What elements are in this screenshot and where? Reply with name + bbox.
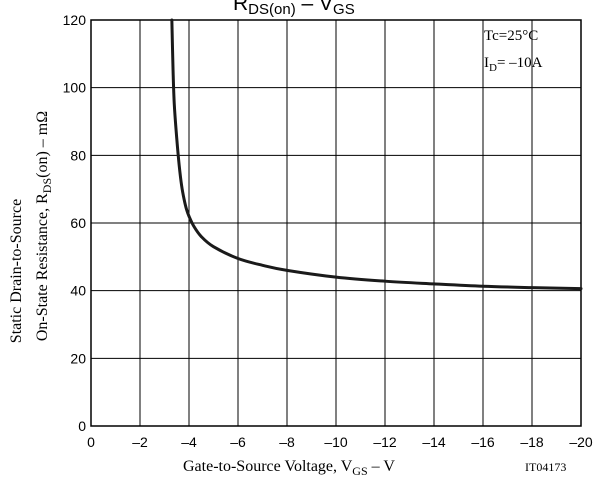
x-tick-label-2: –4 <box>181 434 197 450</box>
x-axis-label: Gate-to-Source Voltage, VGS – V <box>183 458 395 477</box>
x-tick-label-6: –12 <box>373 434 397 450</box>
y-tick-label-2: 40 <box>70 283 86 299</box>
figure-code: IT04173 <box>525 460 566 474</box>
y-tick-label-3: 60 <box>70 215 86 231</box>
x-tick-label-7: –14 <box>422 434 446 450</box>
x-tick-label-0: 0 <box>87 434 95 450</box>
y-tick-label-0: 0 <box>78 418 86 434</box>
x-tick-label-4: –8 <box>279 434 295 450</box>
grid <box>90 19 582 427</box>
chart-title: RDS(on) – VGS <box>233 0 355 18</box>
annotation-drain-current: ID= –10A <box>484 55 543 74</box>
x-tick-labels: 0 –2 –4 –6 –8 –10 –12 –14 –16 –18 –20 <box>87 434 593 450</box>
x-tick-label-8: –16 <box>471 434 495 450</box>
series-line-0 <box>170 18 583 291</box>
y-tick-label-1: 20 <box>70 350 86 366</box>
annotation-temperature: Tc=25°C <box>484 28 538 44</box>
y-tick-label-4: 80 <box>70 147 86 163</box>
x-tick-label-1: –2 <box>132 434 148 450</box>
plot-area <box>90 19 582 427</box>
y-tick-labels: 0 20 40 60 80 100 120 <box>63 12 87 434</box>
series-layer <box>170 18 583 291</box>
x-tick-label-10: –20 <box>569 434 593 450</box>
y-axis-label-line1: Static Drain-to-Source <box>8 199 25 343</box>
y-tick-label-5: 100 <box>63 80 87 96</box>
x-tick-label-9: –18 <box>520 434 544 450</box>
x-tick-label-5: –10 <box>324 434 348 450</box>
x-tick-label-3: –6 <box>230 434 246 450</box>
y-tick-label-6: 120 <box>63 12 87 28</box>
y-axis-label-line2: On-State Resistance, RDS(on) – mΩ <box>34 111 54 341</box>
plot-frame <box>90 19 582 427</box>
